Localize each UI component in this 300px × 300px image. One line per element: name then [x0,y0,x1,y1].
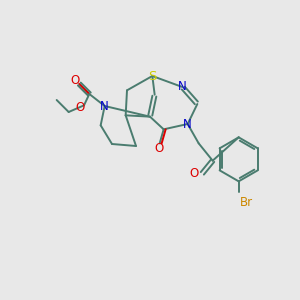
Text: N: N [100,100,109,112]
Text: Br: Br [240,196,253,208]
Text: O: O [154,142,163,155]
Text: O: O [71,74,80,86]
Text: S: S [148,70,157,83]
Text: N: N [183,118,192,130]
Text: O: O [190,167,199,180]
Text: O: O [75,101,85,114]
Text: N: N [178,80,187,94]
